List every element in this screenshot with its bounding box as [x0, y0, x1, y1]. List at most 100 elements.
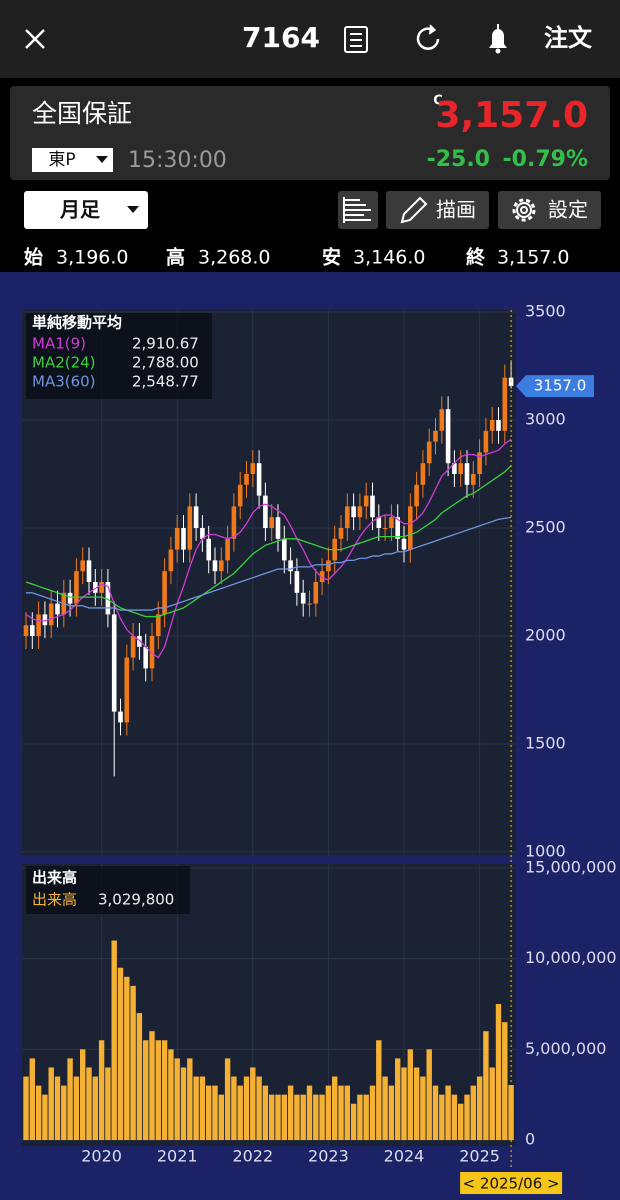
candle-body: [439, 409, 445, 431]
period-select[interactable]: [24, 191, 148, 229]
volume-bar: [338, 1085, 344, 1140]
cursor-label: < 2025/06 >: [463, 1175, 560, 1193]
refresh-icon[interactable]: [416, 24, 440, 50]
candle-body: [42, 614, 48, 626]
bell-icon[interactable]: [489, 24, 507, 54]
volume-bar: [80, 1049, 86, 1140]
ma-line: [25, 438, 512, 659]
candle-body: [105, 582, 111, 615]
candle-body: [338, 528, 344, 539]
ma-line: [25, 465, 512, 618]
order-button[interactable]: 注文: [544, 24, 593, 52]
candle-body: [288, 560, 293, 572]
x-tick-label: 2023: [308, 1147, 349, 1166]
legend-entry: MA3(60): [32, 373, 96, 391]
last-price-marker: [516, 375, 594, 398]
y-tick-label: 5,000,000: [525, 1039, 606, 1058]
candle-body: [30, 625, 35, 636]
volume-bar: [476, 1076, 483, 1140]
candle-body: [181, 528, 186, 550]
volume-bar: [67, 1058, 73, 1140]
candle-body: [300, 592, 306, 604]
volume-bar: [287, 1085, 294, 1140]
depth-icon: [343, 197, 371, 223]
volume-bar: [206, 1085, 212, 1140]
legend-entry: MA1(9): [32, 335, 86, 353]
candle-body: [275, 517, 281, 539]
candle-body: [200, 528, 205, 539]
candle-body: [382, 528, 388, 529]
y-tick-label: 3000: [525, 410, 566, 429]
volume-bar: [130, 985, 136, 1140]
market: 東P: [48, 150, 75, 170]
candle-body: [143, 646, 148, 669]
volume-bar: [401, 1067, 407, 1140]
candle-body: [357, 506, 363, 518]
volume-bar: [369, 1085, 376, 1140]
volume-bar: [256, 1076, 262, 1140]
legend-box: [26, 866, 190, 914]
volume-bar: [29, 1058, 35, 1140]
candle-body: [420, 463, 426, 485]
ohlc-label: 安: [322, 246, 341, 269]
candle-body: [193, 506, 199, 528]
candle-body: [502, 377, 508, 431]
volume-bar: [357, 1094, 363, 1140]
x-tick-label: 2020: [81, 1147, 122, 1166]
candle-body: [363, 495, 369, 507]
document-icon[interactable]: [344, 26, 368, 53]
volume-bar: [92, 1076, 98, 1140]
volume-bar: [388, 1085, 395, 1140]
candle-body: [477, 452, 482, 474]
ohlc-value: 3,157.0: [497, 247, 570, 269]
volume-bar: [124, 976, 130, 1140]
candle-body: [187, 506, 193, 550]
volume-bar: [502, 1022, 508, 1140]
candle-body: [48, 603, 54, 626]
volume-bar: [432, 1085, 439, 1140]
legend-value: 2,548.77: [132, 373, 199, 391]
candle-body: [326, 560, 331, 572]
candle-body: [401, 538, 407, 550]
candle-body: [137, 636, 142, 647]
close-button[interactable]: [25, 29, 45, 49]
volume-bar: [451, 1094, 458, 1140]
volume-bar: [224, 1058, 231, 1140]
volume-bar: [420, 1076, 426, 1140]
legend-title: 単純移動平均: [32, 314, 122, 332]
last-price-label: 3157.0: [534, 377, 587, 395]
ohlc-label: 始: [24, 246, 43, 269]
candle-body: [452, 463, 457, 474]
legend-value: 3,029,800: [98, 891, 174, 909]
volume-bar: [395, 1058, 401, 1140]
volume-bar: [54, 1076, 61, 1140]
candle-body: [414, 484, 419, 507]
ohlc-value: 3,196.0: [56, 247, 129, 269]
candle-body: [23, 625, 29, 636]
legend-value: 2,910.67: [132, 335, 199, 353]
legend-entry: 出来高: [32, 891, 77, 909]
legend-value: 2,788.00: [132, 354, 199, 372]
candle-body: [269, 517, 274, 528]
volume-bar: [73, 1076, 80, 1140]
volume-bar: [193, 1076, 199, 1140]
volume-bar: [155, 1040, 161, 1140]
volume-bar: [495, 1004, 502, 1140]
candle-body: [74, 571, 79, 604]
price-panel: [22, 310, 516, 855]
volume-bar: [98, 1040, 105, 1140]
price-flag: C: [433, 94, 443, 109]
volume-bar: [489, 1067, 495, 1140]
candle-body: [433, 430, 438, 442]
candle-body: [156, 614, 161, 636]
legend-box: [26, 313, 212, 399]
period: 月足: [59, 198, 101, 222]
volume-bar: [136, 1013, 143, 1140]
ma-line: [26, 516, 512, 611]
candle-body: [445, 409, 451, 464]
candle-body: [376, 517, 382, 528]
candle-body: [99, 582, 104, 593]
candle-body: [313, 582, 319, 604]
candle-body: [426, 441, 432, 464]
volume-bar: [382, 1076, 388, 1140]
